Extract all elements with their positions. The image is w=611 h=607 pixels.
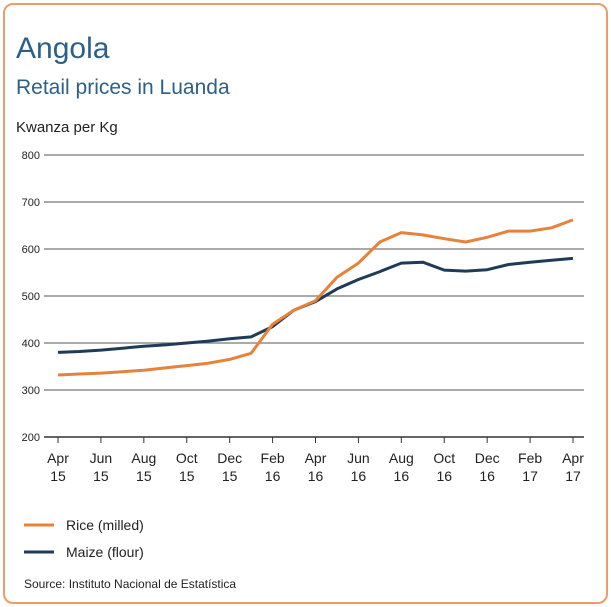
x-tick-label: Oct 15 xyxy=(175,450,198,484)
source: Source: Instituto Nacional de Estatístic… xyxy=(24,577,236,591)
x-tick-label: Feb 16 xyxy=(260,450,285,484)
x-tick-label: Dec 15 xyxy=(217,450,243,484)
y-tick-label: 800 xyxy=(22,150,40,162)
x-tick-label: Jun 16 xyxy=(347,450,370,484)
x-tick-label: Oct 16 xyxy=(433,450,456,484)
y-tick-label: 400 xyxy=(22,338,40,350)
x-tick-label: Feb 17 xyxy=(518,450,543,484)
y-axis-label: Kwanza per Kg xyxy=(16,119,118,136)
y-tick-label: 500 xyxy=(22,291,40,303)
chart-title: Angola xyxy=(16,32,110,65)
y-tick-label: 600 xyxy=(22,244,40,256)
frame xyxy=(3,3,608,604)
line xyxy=(57,218,574,377)
x-tick-label: Apr 17 xyxy=(562,450,584,484)
x-tick-label: Jun 15 xyxy=(89,450,113,484)
line xyxy=(57,256,574,354)
x-tick-label: Apr 16 xyxy=(304,450,327,484)
x-tick-label: Aug 15 xyxy=(131,450,157,484)
legend-label: Rice (milled) xyxy=(66,517,144,533)
y-tick-label: 700 xyxy=(22,197,40,209)
x-tick-label: Aug 16 xyxy=(388,450,414,484)
legend-label: Maize (flour) xyxy=(66,544,144,560)
chart-subtitle: Retail prices in Luanda xyxy=(16,76,230,99)
x-tick-label: Dec 16 xyxy=(474,450,500,484)
y-tick-label: 300 xyxy=(22,385,40,397)
y-tick-label: 200 xyxy=(22,432,40,444)
x-tick-label: Apr 15 xyxy=(47,450,69,484)
